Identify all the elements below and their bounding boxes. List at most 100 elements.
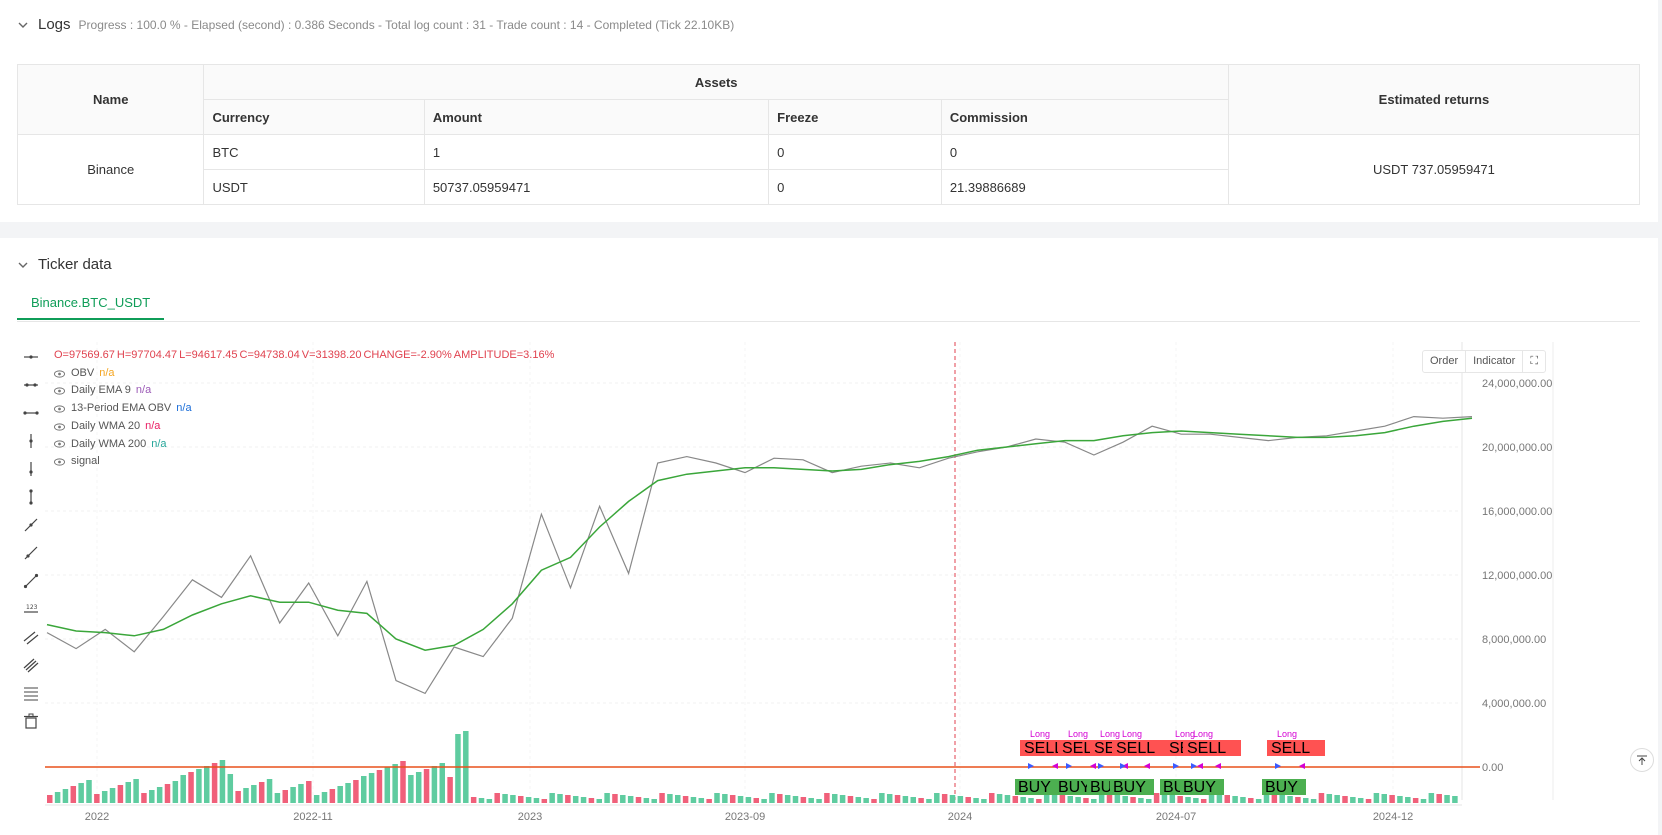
price-line-tool-icon[interactable]: 123	[20, 598, 42, 620]
vertical-segment-tool-icon[interactable]	[20, 486, 42, 508]
ticker-header[interactable]: Ticker data	[16, 256, 112, 273]
ticker-title: Ticker data	[38, 256, 112, 273]
vertical-ray-tool-icon[interactable]	[20, 458, 42, 480]
horizontal-segment-tool-icon[interactable]	[20, 402, 42, 424]
chevron-down-icon[interactable]	[16, 18, 30, 32]
logs-title: Logs	[38, 16, 71, 33]
volume-bar	[934, 793, 940, 803]
volume-bar	[62, 789, 69, 803]
volume-bar	[1232, 796, 1238, 803]
indicator-button[interactable]: Indicator	[1466, 351, 1524, 372]
volume-bar	[1381, 794, 1387, 803]
volume-bar	[1020, 797, 1026, 803]
legend-item[interactable]: signal	[54, 453, 556, 471]
volume-bar	[839, 795, 846, 803]
volume-bar	[1185, 797, 1191, 803]
trend-line-tool-icon[interactable]	[20, 514, 42, 536]
volume-bar	[510, 795, 516, 803]
legend-item[interactable]: Daily WMA 200 n/a	[54, 436, 556, 454]
volume-bar	[706, 799, 712, 803]
volume-bar	[1146, 799, 1152, 803]
eye-icon[interactable]	[54, 423, 65, 431]
close-value: C=94738.04	[239, 349, 300, 361]
volume-bar	[800, 797, 807, 803]
fullscreen-icon[interactable]: ⛶	[1530, 355, 1539, 367]
long-label: Long	[1277, 729, 1297, 739]
sell-label-bg	[1058, 740, 1116, 756]
volume-bar	[235, 791, 241, 803]
volume-bar	[792, 796, 799, 803]
volume-bar	[1318, 793, 1325, 803]
volume-bar	[470, 797, 477, 803]
volume-bar	[1263, 793, 1270, 803]
amount-cell: 1	[423, 134, 770, 170]
legend-item[interactable]: OBV n/a	[54, 365, 556, 383]
eye-icon[interactable]	[54, 369, 65, 378]
volume-bar	[588, 798, 595, 803]
eye-icon[interactable]	[54, 405, 65, 413]
volume-bar	[918, 798, 924, 803]
entry-marker	[1275, 763, 1281, 769]
legend-item[interactable]: Daily WMA 20 n/a	[54, 418, 556, 436]
chevron-down-icon[interactable]	[16, 258, 30, 272]
eye-icon[interactable]	[54, 387, 65, 395]
scroll-to-top-button[interactable]	[1630, 748, 1654, 772]
volume-bar	[54, 792, 61, 803]
volume-bar	[533, 798, 540, 803]
volume-bar	[345, 783, 351, 803]
y-tick-label: 12,000,000.00	[1482, 570, 1552, 582]
volume-bar	[94, 794, 100, 803]
volume-bar	[596, 799, 602, 803]
volume-bar	[1067, 796, 1073, 803]
volume-bar	[1279, 795, 1285, 803]
tab-binance-btc-usdt[interactable]: Binance.BTC_USDT	[17, 285, 165, 320]
legend-item[interactable]: Daily EMA 9 n/a	[54, 382, 556, 400]
volume-bar	[1436, 794, 1442, 803]
volume-bar	[1365, 799, 1372, 803]
eye-icon[interactable]	[54, 440, 65, 448]
open-value: O=97569.67	[54, 349, 115, 361]
legend-label: Daily EMA 9	[71, 384, 131, 397]
volume-bar	[1130, 797, 1136, 803]
volume-bar	[643, 798, 650, 803]
volume-bar	[855, 797, 862, 803]
x-tick-label: 2024-07	[1156, 811, 1196, 823]
horizontal-ray-tool-icon[interactable]	[20, 374, 42, 396]
fib-retracement-tool-icon[interactable]	[20, 682, 42, 704]
freeze-cell: 0	[768, 134, 942, 170]
sell-label: SELL	[1116, 740, 1155, 757]
volume-bar	[910, 797, 916, 803]
logs-header[interactable]: Logs Progress : 100.0 % - Elapsed (secon…	[16, 16, 734, 33]
horizontal-line-tool-icon[interactable]	[20, 346, 42, 368]
volume-bar	[1083, 798, 1089, 803]
fib-channel-tool-icon[interactable]	[20, 654, 42, 676]
volume-bar	[149, 790, 155, 803]
volume-bar	[1412, 798, 1419, 803]
ray-line-tool-icon[interactable]	[20, 542, 42, 564]
sell-label-bg	[1090, 740, 1148, 756]
volume-bar	[1153, 793, 1160, 803]
volume-bar	[384, 767, 391, 803]
volume-bar	[580, 797, 587, 803]
volume-bar	[400, 761, 406, 803]
col-currency-header: Currency	[203, 99, 425, 135]
legend-label: OBV	[71, 366, 95, 379]
volume-bar	[1397, 796, 1403, 803]
x-tick-label: 2022-11	[293, 811, 333, 823]
exchange-name: Binance	[16, 134, 205, 205]
volume-bar	[777, 794, 783, 803]
vertical-line-tool-icon[interactable]	[20, 430, 42, 452]
volume-bar	[1240, 797, 1246, 803]
order-button[interactable]: Order	[1423, 351, 1467, 372]
trash-icon[interactable]	[20, 710, 42, 732]
volume-bar	[1271, 794, 1278, 803]
volume-bar	[1012, 796, 1019, 803]
volume-bar	[769, 793, 775, 803]
legend-item[interactable]: 13-Period EMA OBV n/a	[54, 400, 556, 418]
volume-bar	[1106, 794, 1113, 803]
legend-value: n/a	[135, 384, 152, 397]
legend-label: Daily WMA 20	[71, 419, 141, 432]
eye-icon[interactable]	[54, 458, 65, 466]
segment-tool-icon[interactable]	[20, 570, 42, 592]
parallel-channel-tool-icon[interactable]	[20, 626, 42, 648]
